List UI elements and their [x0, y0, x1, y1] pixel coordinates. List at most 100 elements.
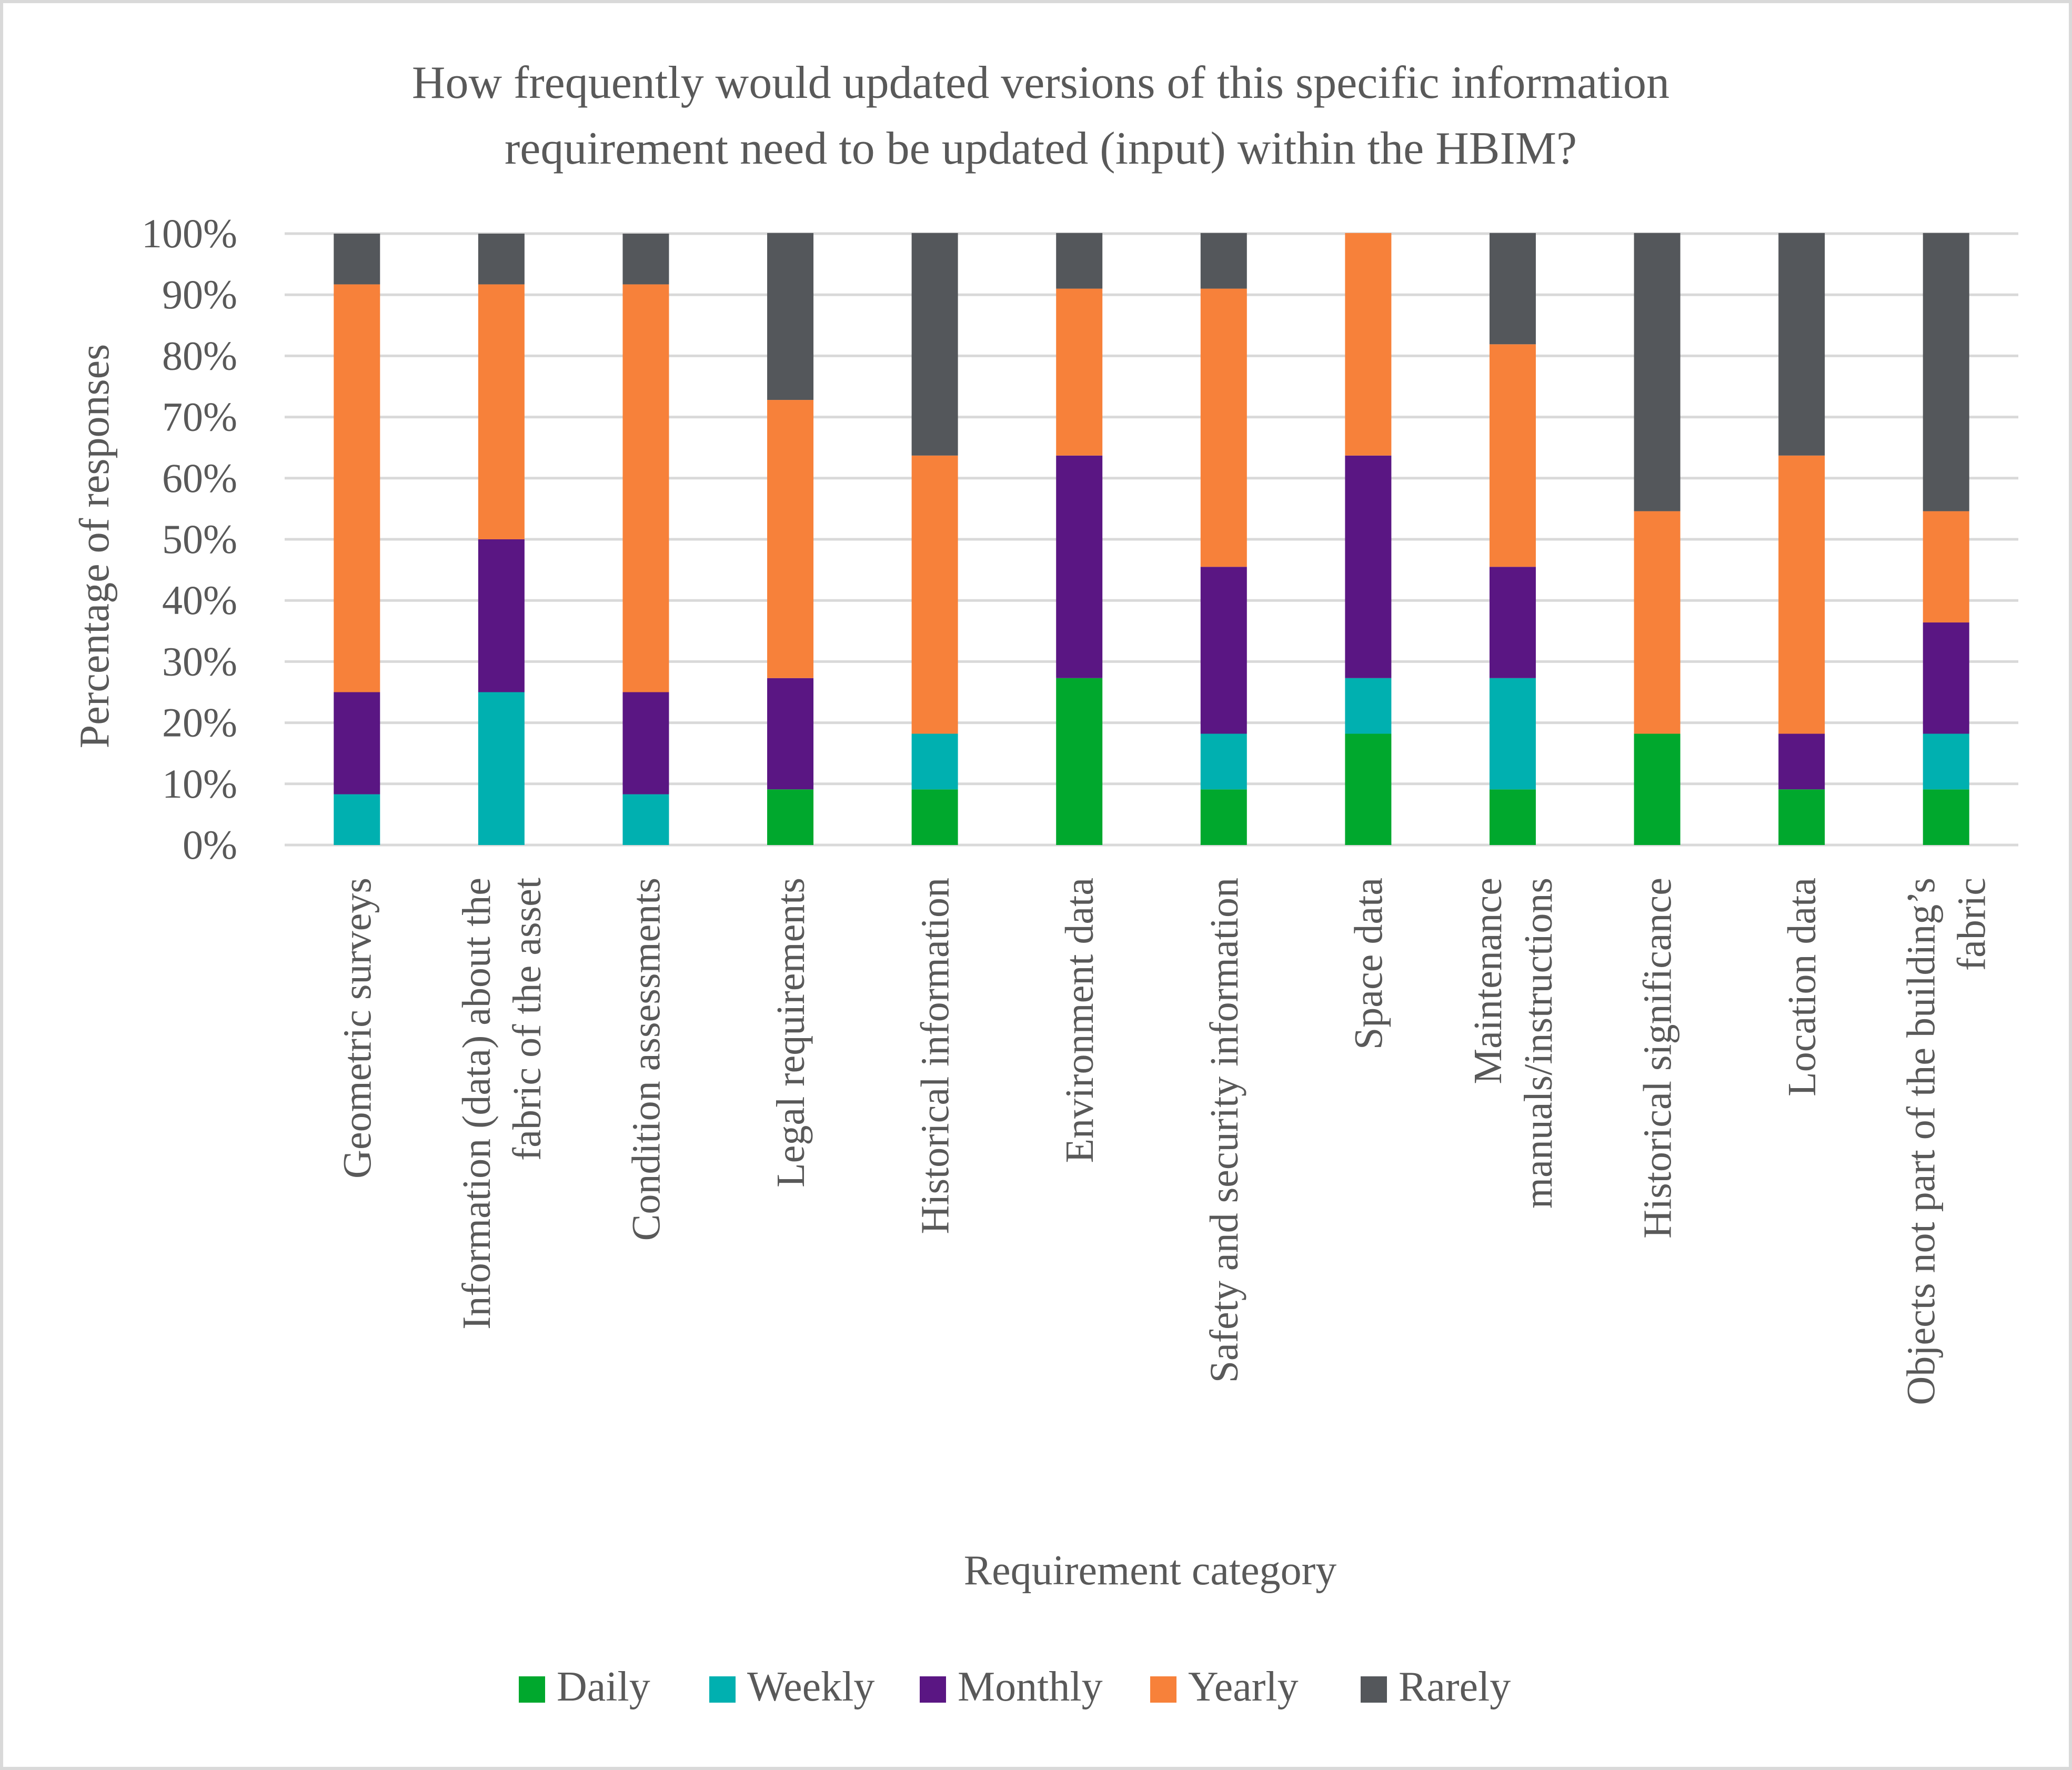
bar-weekly-3	[622, 794, 669, 845]
bar-rarely-5	[911, 233, 958, 456]
x-category-label: Legal requirements	[769, 878, 813, 1188]
x-category-label: Location data	[1780, 878, 1824, 1097]
bar-monthly-11	[1778, 733, 1825, 790]
x-category-label: Environment data	[1058, 878, 1102, 1163]
bar-daily-12	[1923, 789, 1969, 845]
bar-monthly-4	[767, 678, 814, 790]
chart-title-line-1: How frequently would updated versions of…	[412, 57, 1669, 108]
bar-daily-7	[1200, 789, 1247, 845]
bar-yearly-11	[1778, 455, 1825, 734]
x-category-label: Safety and security information	[1202, 878, 1246, 1383]
x-category-label: Objects not part of the building’s fabric	[1899, 878, 1994, 1405]
bar-weekly-12	[1923, 733, 1969, 790]
legend: Daily Weekly Monthly Yearly Rarely	[519, 1664, 1511, 1710]
legend-swatch-yearly	[1150, 1676, 1176, 1703]
stacked-bar-chart: How frequently would updated versions of…	[72, 57, 2018, 1710]
bar-rarely-10	[1634, 233, 1681, 511]
bar-daily-5	[911, 789, 958, 845]
bars	[334, 233, 1969, 845]
bar-daily-4	[767, 789, 814, 845]
bar-monthly-12	[1923, 622, 1969, 734]
bar-weekly-2	[478, 692, 525, 845]
legend-item-rarely: Rarely	[1361, 1664, 1511, 1710]
gridlines	[285, 232, 2018, 847]
legend-label-monthly: Monthly	[958, 1664, 1103, 1710]
bar-yearly-10	[1634, 511, 1681, 734]
legend-item-weekly: Weekly	[709, 1664, 874, 1710]
bar-daily-6	[1056, 678, 1103, 845]
legend-swatch-daily	[519, 1676, 545, 1703]
bar-rarely-6	[1056, 233, 1103, 289]
legend-item-daily: Daily	[519, 1664, 650, 1710]
bar-yearly-3	[622, 284, 669, 692]
bar-weekly-7	[1200, 733, 1247, 790]
y-tick-label: 80%	[162, 333, 237, 378]
legend-label-weekly: Weekly	[747, 1664, 874, 1710]
bar-daily-8	[1345, 733, 1392, 845]
x-category-label: Historical information	[913, 878, 958, 1234]
y-tick-label: 50%	[162, 516, 237, 562]
x-category-label: Space data	[1346, 878, 1391, 1050]
bar-rarely-3	[622, 234, 669, 285]
bar-yearly-9	[1489, 344, 1536, 567]
bar-monthly-6	[1056, 455, 1103, 678]
bar-monthly-9	[1489, 567, 1536, 678]
legend-swatch-monthly	[920, 1676, 946, 1703]
y-tick-label: 70%	[162, 394, 237, 440]
bar-weekly-8	[1345, 678, 1392, 734]
y-tick-label: 30%	[162, 638, 237, 684]
legend-item-yearly: Yearly	[1150, 1664, 1299, 1710]
chart-title-line-2: requirement need to be updated (input) w…	[505, 123, 1577, 174]
bar-daily-10	[1634, 733, 1681, 845]
bar-rarely-4	[767, 233, 814, 400]
x-category-label: Geometric surveys	[335, 878, 379, 1179]
bar-daily-11	[1778, 789, 1825, 845]
bar-yearly-8	[1345, 233, 1392, 456]
y-tick-label: 20%	[162, 700, 237, 746]
y-tick-label: 0%	[183, 822, 237, 868]
bar-yearly-2	[478, 284, 525, 539]
legend-label-daily: Daily	[557, 1664, 650, 1710]
bar-rarely-7	[1200, 233, 1247, 289]
bar-weekly-5	[911, 733, 958, 790]
legend-label-rarely: Rarely	[1399, 1664, 1511, 1710]
bar-yearly-5	[911, 455, 958, 734]
y-axis-title: Percentage of responses	[72, 344, 118, 749]
bar-yearly-4	[767, 400, 814, 678]
y-axis-ticks: 0% 10% 20% 30% 40% 50% 60% 70% 80% 90% 100%	[142, 210, 237, 868]
bar-monthly-8	[1345, 455, 1392, 678]
chart-title: How frequently would updated versions of…	[412, 57, 1669, 174]
bar-daily-9	[1489, 789, 1536, 845]
y-tick-label: 90%	[162, 271, 237, 317]
bar-monthly-2	[478, 539, 525, 692]
y-tick-label: 10%	[162, 761, 237, 807]
x-category-label: Historical significance	[1636, 878, 1680, 1239]
bar-yearly-12	[1923, 511, 1969, 623]
x-axis-category-labels: Geometric surveys Information (data) abou…	[335, 878, 1994, 1405]
bar-rarely-9	[1489, 233, 1536, 345]
y-tick-label: 40%	[162, 577, 237, 623]
bar-monthly-7	[1200, 567, 1247, 734]
bar-monthly-3	[622, 692, 669, 795]
bar-yearly-1	[334, 284, 380, 692]
legend-label-yearly: Yearly	[1188, 1664, 1299, 1710]
bar-yearly-7	[1200, 288, 1247, 567]
bar-weekly-9	[1489, 678, 1536, 790]
bar-yearly-6	[1056, 288, 1103, 456]
x-category-label: Information (data) about the fabric of th…	[455, 878, 549, 1330]
bar-monthly-1	[334, 692, 380, 795]
y-tick-label: 100%	[142, 210, 237, 256]
legend-swatch-weekly	[709, 1676, 736, 1703]
legend-swatch-rarely	[1361, 1676, 1387, 1703]
bar-rarely-12	[1923, 233, 1969, 511]
x-category-label: Condition assessments	[624, 878, 668, 1241]
legend-item-monthly: Monthly	[920, 1664, 1103, 1710]
bar-rarely-1	[334, 234, 380, 285]
y-tick-label: 60%	[162, 455, 237, 501]
x-axis-title: Requirement category	[964, 1547, 1337, 1594]
bar-rarely-2	[478, 234, 525, 285]
x-category-label: Maintenance manuals/instructions	[1466, 878, 1561, 1209]
bar-rarely-11	[1778, 233, 1825, 456]
bar-weekly-1	[334, 794, 380, 845]
